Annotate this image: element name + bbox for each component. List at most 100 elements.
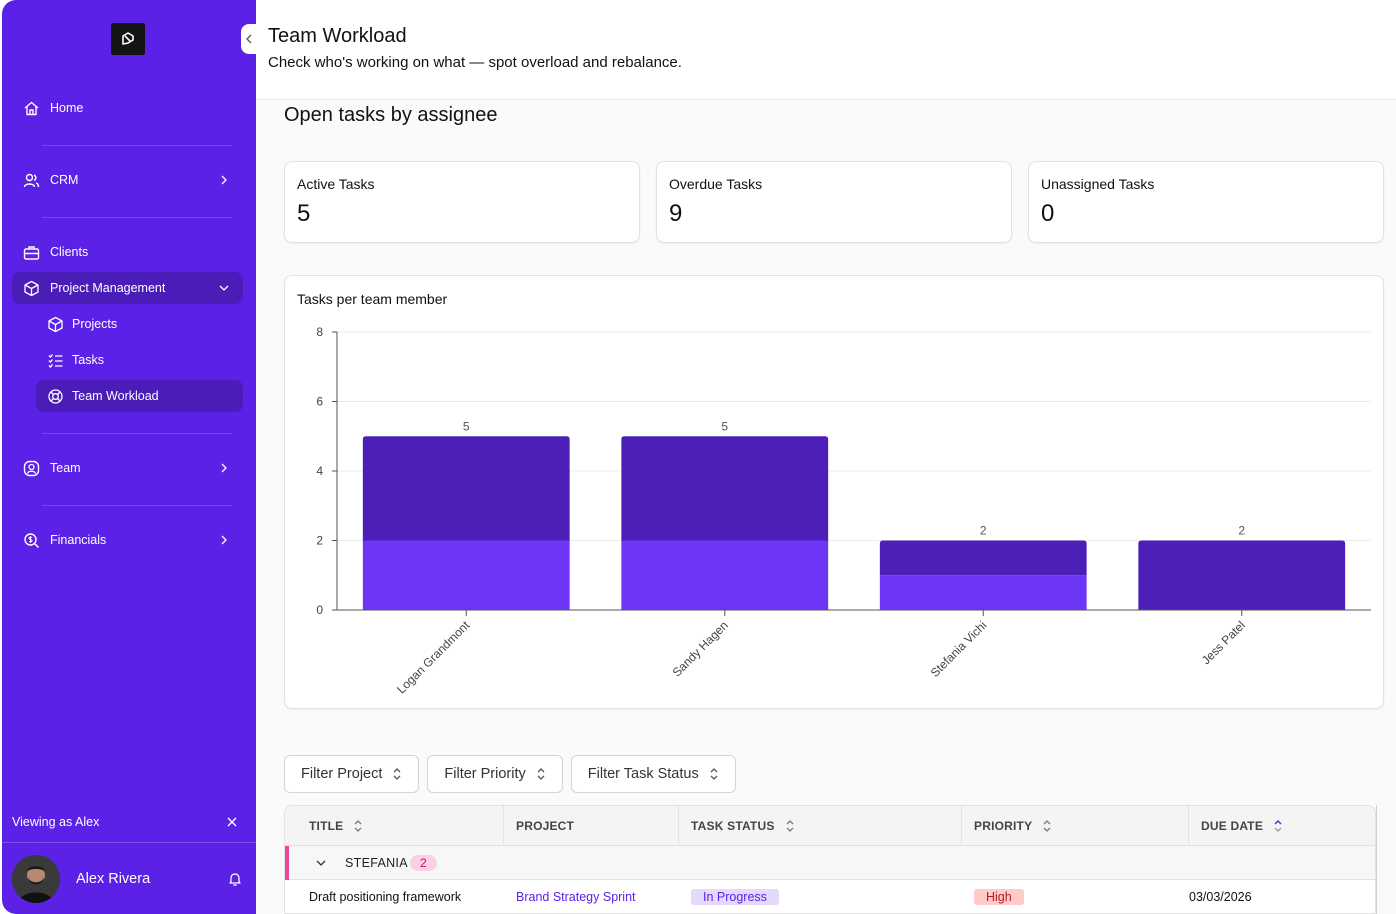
sort-icon: [1274, 820, 1282, 832]
sidebar-item-label: Tasks: [72, 353, 104, 367]
sidebar-item-team[interactable]: Team: [12, 452, 243, 484]
user-separator: [2, 842, 256, 843]
column-label: PRIORITY: [974, 819, 1033, 833]
app-logo[interactable]: [111, 23, 145, 55]
stat-card-value: 5: [297, 200, 311, 227]
chevron-left-icon: [246, 34, 252, 44]
priority-cell: High: [974, 880, 1024, 914]
filter-priority-button[interactable]: Filter Priority: [427, 755, 563, 793]
bar-value-label: 2: [1238, 524, 1245, 538]
filter-bar: Filter Project Filter Priority Filter Ta…: [284, 755, 736, 793]
chevron-up-down-icon: [393, 768, 401, 780]
bell-icon[interactable]: [227, 871, 243, 887]
sidebar-item-label: Financials: [50, 533, 107, 547]
group-count-badge: 2: [410, 855, 437, 871]
close-icon[interactable]: [226, 816, 238, 828]
y-tick-label: 8: [316, 325, 323, 339]
status-cell: In Progress: [691, 880, 779, 914]
column-label: PROJECT: [516, 819, 575, 833]
bar-segment: [621, 540, 829, 610]
column-label: TITLE: [309, 819, 344, 833]
x-tick-label: Stefania Vichi: [928, 618, 990, 680]
sidebar-item-project-management[interactable]: Project Management: [12, 272, 243, 304]
logo-icon: [122, 32, 134, 45]
section-title: Open tasks by assignee: [284, 104, 498, 126]
chevron-up-down-icon: [710, 768, 718, 780]
sidebar: Home CRM Clients Project Management Proj…: [2, 0, 257, 914]
column-separator: [1188, 806, 1189, 846]
table-scrollbar[interactable]: [1376, 805, 1382, 914]
avatar[interactable]: [12, 855, 60, 903]
sort-icon: [354, 820, 362, 832]
sidebar-item-clients[interactable]: Clients: [12, 236, 243, 268]
group-color-marker: [285, 846, 289, 880]
filter-task-status-button[interactable]: Filter Task Status: [570, 755, 736, 793]
stat-card-active-tasks: Active Tasks 5: [284, 161, 640, 243]
avatar-image: [12, 855, 60, 903]
stat-card-label: Overdue Tasks: [669, 176, 763, 192]
y-tick-label: 6: [316, 395, 323, 409]
chevron-right-icon: [221, 463, 227, 473]
sidebar-item-label: Projects: [72, 317, 118, 331]
stat-card-value: 0: [1041, 200, 1055, 227]
column-header-project[interactable]: PROJECT: [516, 806, 574, 846]
page-title: Team Workload: [268, 25, 407, 47]
bar-segment: [362, 436, 570, 541]
sidebar-item-home[interactable]: Home: [12, 92, 243, 124]
x-tick-label: Jess Patel: [1199, 618, 1248, 667]
chevron-down-icon[interactable]: [315, 857, 327, 869]
column-separator: [961, 806, 962, 846]
x-tick-label: Sandy Hagen: [670, 618, 731, 679]
sidebar-item-crm[interactable]: CRM: [12, 164, 243, 196]
sidebar-item-label: Clients: [50, 245, 89, 259]
bar-value-label: 5: [463, 419, 470, 433]
chevron-up-down-icon: [537, 768, 545, 780]
filter-label: Filter Task Status: [587, 766, 699, 782]
project-link[interactable]: Brand Strategy Sprint: [516, 890, 636, 904]
stat-card-label: Unassigned Tasks: [1041, 176, 1155, 192]
column-header-task-status[interactable]: TASK STATUS: [691, 806, 795, 846]
filter-label: Filter Priority: [444, 766, 526, 782]
users-icon: [22, 171, 40, 189]
bar-segment: [621, 436, 829, 541]
main-content: Open tasks by assignee Active Tasks 5 Ov…: [256, 100, 1396, 914]
bar-value-label: 2: [980, 524, 987, 538]
column-header-priority[interactable]: PRIORITY: [974, 806, 1052, 846]
sidebar-subitem-team-workload[interactable]: Team Workload: [36, 380, 243, 412]
table-row[interactable]: Draft positioning framework Brand Strate…: [285, 880, 1375, 914]
status-badge: In Progress: [691, 889, 779, 905]
sidebar-item-label: Project Management: [50, 281, 166, 295]
stat-card-overdue-tasks: Overdue Tasks 9: [656, 161, 1012, 243]
bar-segment: [879, 540, 1087, 576]
sidebar-divider: [42, 505, 232, 506]
filter-label: Filter Project: [301, 766, 383, 782]
sidebar-collapse-button[interactable]: [241, 24, 257, 54]
viewing-as-label: Viewing as Alex: [12, 815, 100, 829]
stat-card-value: 9: [669, 200, 683, 227]
stat-card-unassigned-tasks: Unassigned Tasks 0: [1028, 161, 1384, 243]
list-check-icon: [46, 351, 64, 369]
sidebar-item-label: Team: [50, 461, 81, 475]
column-header-title[interactable]: TITLE: [309, 806, 363, 846]
sidebar-divider: [42, 433, 232, 434]
due-date-cell: 03/03/2026: [1189, 890, 1252, 904]
sidebar-subitem-tasks[interactable]: Tasks: [36, 344, 243, 376]
column-separator: [503, 806, 504, 846]
sidebar-subitem-projects[interactable]: Projects: [36, 308, 243, 340]
lifebuoy-icon: [46, 387, 64, 405]
column-header-due-date[interactable]: DUE DATE: [1201, 806, 1283, 846]
tasks-bar-chart: 0 2 4 6 8 5 Logan Grandmont 5 Sandy Hagen 2 Stefan…: [316, 325, 1371, 697]
y-tick-label: 0: [316, 603, 323, 617]
chevron-right-icon: [221, 175, 227, 185]
sidebar-item-label: Home: [50, 101, 84, 115]
tasks-table: TITLE PROJECT TASK STATUS PRIORITY DUE D…: [284, 805, 1376, 914]
sidebar-item-financials[interactable]: Financials: [12, 524, 243, 556]
filter-project-button[interactable]: Filter Project: [284, 755, 420, 793]
group-name: STEFANIA: [345, 856, 408, 870]
briefcase-icon: [22, 243, 40, 261]
y-tick-label: 2: [316, 534, 323, 548]
group-row[interactable]: STEFANIA 2: [285, 846, 1375, 880]
sort-icon: [1043, 820, 1051, 832]
sidebar-divider: [42, 217, 232, 218]
priority-badge: High: [974, 889, 1024, 905]
